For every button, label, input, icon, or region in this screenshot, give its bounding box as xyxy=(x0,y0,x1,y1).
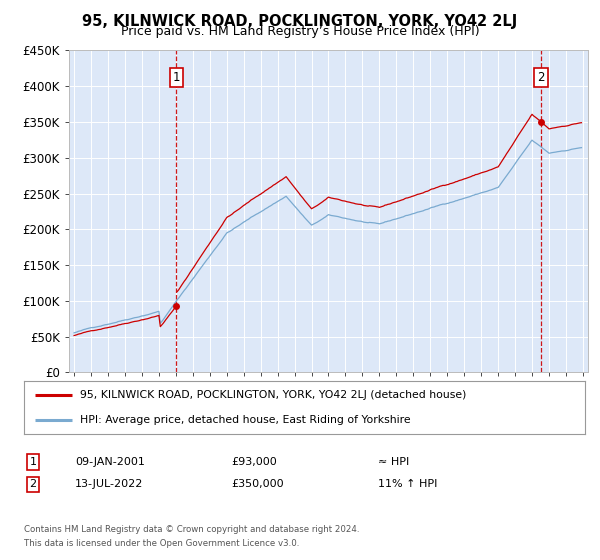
Text: 11% ↑ HPI: 11% ↑ HPI xyxy=(378,479,437,489)
Text: Contains HM Land Registry data © Crown copyright and database right 2024.: Contains HM Land Registry data © Crown c… xyxy=(24,525,359,534)
Text: 2: 2 xyxy=(29,479,37,489)
Text: 95, KILNWICK ROAD, POCKLINGTON, YORK, YO42 2LJ (detached house): 95, KILNWICK ROAD, POCKLINGTON, YORK, YO… xyxy=(80,390,466,400)
Text: 2: 2 xyxy=(538,71,545,84)
Text: HPI: Average price, detached house, East Riding of Yorkshire: HPI: Average price, detached house, East… xyxy=(80,414,411,424)
Text: 1: 1 xyxy=(173,71,180,84)
Text: This data is licensed under the Open Government Licence v3.0.: This data is licensed under the Open Gov… xyxy=(24,539,299,548)
Text: ≈ HPI: ≈ HPI xyxy=(378,457,409,467)
Text: £350,000: £350,000 xyxy=(231,479,284,489)
Text: Price paid vs. HM Land Registry’s House Price Index (HPI): Price paid vs. HM Land Registry’s House … xyxy=(121,25,479,38)
Text: 13-JUL-2022: 13-JUL-2022 xyxy=(75,479,143,489)
Text: £93,000: £93,000 xyxy=(231,457,277,467)
Text: 09-JAN-2001: 09-JAN-2001 xyxy=(75,457,145,467)
Text: 95, KILNWICK ROAD, POCKLINGTON, YORK, YO42 2LJ: 95, KILNWICK ROAD, POCKLINGTON, YORK, YO… xyxy=(82,14,518,29)
Text: 1: 1 xyxy=(29,457,37,467)
